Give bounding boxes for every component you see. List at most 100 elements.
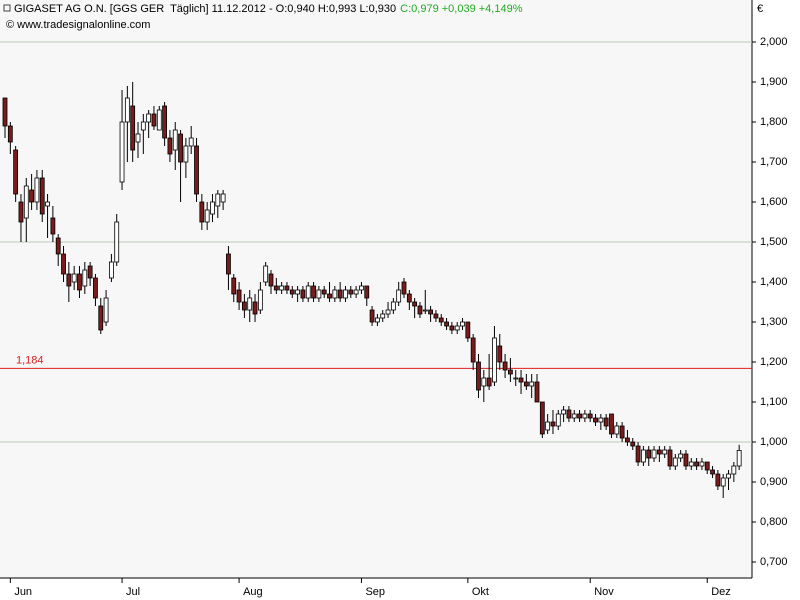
candle-body	[178, 133, 183, 163]
candle-body	[470, 337, 476, 363]
candle-body	[188, 137, 194, 147]
candle-body	[18, 201, 24, 223]
header-icon	[3, 4, 11, 12]
candle-body	[353, 289, 359, 295]
y-tick-label: 1,200	[760, 356, 788, 368]
candle-body	[619, 425, 625, 439]
candle-body	[438, 317, 444, 323]
x-tick-label: Aug	[243, 586, 263, 598]
candle-body	[550, 421, 556, 427]
y-tick-label: 1,300	[760, 316, 788, 328]
candle-body	[332, 289, 338, 299]
candle-body	[263, 265, 269, 283]
candle-body	[656, 449, 662, 455]
candle-body	[252, 301, 258, 315]
candle-body	[7, 125, 13, 143]
x-tick-label: Okt	[472, 586, 489, 598]
candle-body	[114, 221, 120, 263]
candle-body	[417, 305, 423, 315]
y-tick-label: 0,700	[760, 556, 788, 568]
candle-body	[146, 113, 152, 123]
candle-body	[109, 261, 114, 279]
candle-body	[454, 325, 460, 331]
candle-body	[321, 289, 327, 295]
candle-body	[497, 345, 503, 363]
candle-body	[380, 313, 386, 319]
candle-body	[625, 437, 630, 443]
candle-body	[385, 309, 391, 315]
candle-body	[422, 309, 428, 312]
candle-body	[465, 321, 471, 339]
candle-body	[140, 121, 146, 131]
candle-body	[359, 285, 364, 291]
title-change: C:0,979 +0,039 +4,149%	[400, 3, 523, 15]
candle-body	[289, 289, 295, 295]
candle-body	[162, 105, 168, 139]
candle-body	[156, 109, 162, 131]
candle-body	[172, 129, 178, 151]
candle-body	[167, 137, 173, 155]
candle-body	[29, 189, 35, 203]
candle-body	[704, 461, 710, 471]
candle-body	[587, 413, 593, 419]
candle-body	[348, 289, 354, 295]
x-tick-label: Dez	[711, 586, 731, 598]
candle-body	[300, 289, 306, 299]
chart-title: GIGASET AG O.N. [GGS GER Täglich] 11.12.…	[14, 3, 396, 15]
candle-body	[518, 377, 524, 383]
candle-body	[151, 113, 157, 127]
candle-body	[726, 473, 731, 479]
candle-body	[614, 425, 620, 435]
x-tick-label: Nov	[594, 586, 614, 598]
candle-body	[2, 97, 8, 127]
candle-body	[641, 449, 646, 463]
candle-body	[295, 289, 301, 295]
candle-body	[215, 193, 221, 207]
y-tick-label: 1,600	[760, 196, 788, 208]
candle-body	[231, 277, 237, 295]
candle-body	[433, 313, 439, 319]
y-tick-label: 1,500	[760, 236, 788, 248]
candle-body	[406, 293, 412, 303]
candle-body	[534, 381, 540, 403]
candle-body	[87, 265, 93, 279]
candle-body	[630, 441, 636, 447]
candle-body	[71, 273, 77, 283]
candle-body	[555, 413, 561, 427]
candle-body	[720, 477, 726, 487]
y-tick-label: 1,900	[760, 76, 788, 88]
candle-body	[561, 409, 566, 415]
candle-body	[539, 401, 545, 435]
candle-body	[486, 377, 492, 387]
candle-body	[103, 297, 109, 323]
candle-body	[449, 325, 455, 331]
candle-body	[34, 177, 40, 203]
candle-body	[476, 361, 481, 391]
candle-body	[98, 305, 104, 331]
x-tick-label: Jun	[14, 586, 32, 598]
candle-body	[667, 449, 673, 467]
y-tick-label: 0,800	[760, 516, 788, 528]
candle-body	[55, 237, 61, 255]
candle-body	[23, 185, 29, 219]
candle-body	[236, 289, 242, 303]
y-tick-label: 1,700	[760, 156, 788, 168]
candle-body	[311, 285, 316, 299]
candle-body	[369, 309, 375, 323]
candle-body	[364, 285, 370, 299]
candle-body	[523, 381, 529, 387]
candle-body	[635, 445, 641, 463]
candle-body	[481, 377, 487, 387]
candle-body	[678, 453, 684, 459]
candle-body	[492, 337, 497, 383]
plot-background	[0, 0, 752, 578]
candle-body	[710, 469, 715, 475]
candle-body	[598, 417, 604, 423]
candle-body	[241, 301, 247, 311]
candle-body	[529, 381, 535, 387]
candle-body	[715, 473, 721, 487]
candle-body	[50, 217, 56, 235]
candle-body	[374, 317, 380, 323]
candle-body	[566, 409, 572, 419]
candle-body	[428, 309, 434, 315]
